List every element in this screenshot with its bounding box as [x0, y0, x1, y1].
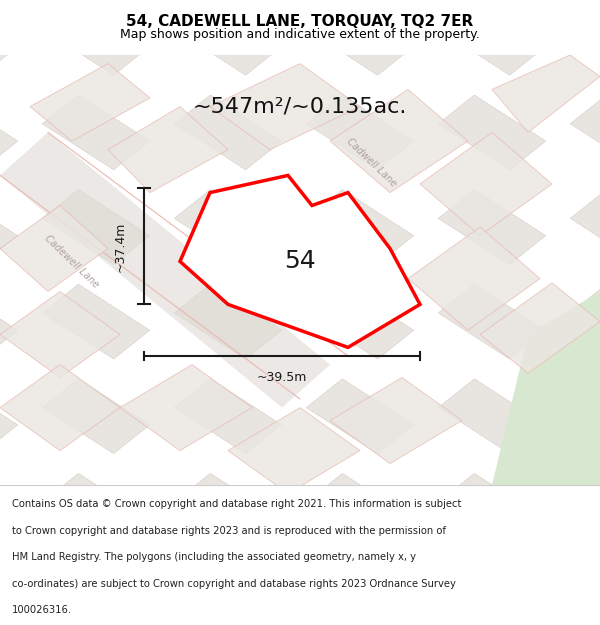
Text: ~39.5m: ~39.5m	[257, 371, 307, 384]
Polygon shape	[0, 1, 18, 75]
Polygon shape	[438, 95, 546, 170]
Polygon shape	[228, 408, 360, 494]
Polygon shape	[438, 189, 546, 264]
Text: to Crown copyright and database rights 2023 and is reproduced with the permissio: to Crown copyright and database rights 2…	[12, 526, 446, 536]
Polygon shape	[330, 378, 462, 464]
Polygon shape	[306, 568, 414, 625]
Polygon shape	[480, 283, 600, 373]
Polygon shape	[42, 1, 150, 75]
Polygon shape	[174, 189, 282, 264]
Polygon shape	[420, 132, 552, 236]
Polygon shape	[492, 55, 600, 132]
Polygon shape	[438, 284, 546, 359]
Polygon shape	[0, 568, 18, 625]
Polygon shape	[492, 291, 600, 485]
Polygon shape	[306, 284, 414, 359]
Polygon shape	[174, 284, 282, 359]
Polygon shape	[42, 189, 150, 264]
Polygon shape	[0, 206, 108, 291]
Polygon shape	[0, 379, 18, 454]
Text: 100026316.: 100026316.	[12, 606, 72, 616]
Polygon shape	[210, 64, 360, 149]
Polygon shape	[0, 364, 120, 451]
Polygon shape	[570, 568, 600, 625]
Polygon shape	[570, 473, 600, 548]
Polygon shape	[174, 95, 282, 170]
Polygon shape	[174, 1, 282, 75]
Text: 54: 54	[284, 249, 316, 273]
Text: Cadewell Lane: Cadewell Lane	[43, 233, 101, 290]
Polygon shape	[0, 284, 18, 359]
Polygon shape	[306, 95, 414, 170]
Text: Map shows position and indicative extent of the property.: Map shows position and indicative extent…	[120, 28, 480, 41]
Polygon shape	[306, 473, 414, 548]
Polygon shape	[0, 473, 18, 548]
Polygon shape	[0, 132, 330, 408]
Polygon shape	[438, 568, 546, 625]
Text: 54, CADEWELL LANE, TORQUAY, TQ2 7ER: 54, CADEWELL LANE, TORQUAY, TQ2 7ER	[127, 14, 473, 29]
Polygon shape	[570, 1, 600, 75]
Polygon shape	[120, 364, 252, 451]
Polygon shape	[42, 284, 150, 359]
Polygon shape	[174, 379, 282, 454]
Polygon shape	[42, 95, 150, 170]
Polygon shape	[174, 473, 282, 548]
Polygon shape	[570, 379, 600, 454]
Polygon shape	[42, 379, 150, 454]
Polygon shape	[438, 473, 546, 548]
Polygon shape	[306, 379, 414, 454]
Text: ~37.4m: ~37.4m	[113, 221, 127, 271]
Polygon shape	[0, 189, 18, 264]
Text: Cadwell Lane: Cadwell Lane	[345, 136, 399, 189]
Polygon shape	[408, 227, 540, 330]
Text: ~547m²/~0.135ac.: ~547m²/~0.135ac.	[193, 97, 407, 117]
Polygon shape	[42, 473, 150, 548]
Polygon shape	[0, 95, 18, 170]
Polygon shape	[570, 284, 600, 359]
Polygon shape	[0, 291, 120, 378]
Polygon shape	[306, 1, 414, 75]
Polygon shape	[108, 107, 228, 192]
Text: Contains OS data © Crown copyright and database right 2021. This information is : Contains OS data © Crown copyright and d…	[12, 499, 461, 509]
Polygon shape	[42, 568, 150, 625]
Polygon shape	[438, 379, 546, 454]
Polygon shape	[330, 89, 468, 192]
Polygon shape	[570, 189, 600, 264]
Polygon shape	[306, 189, 414, 264]
Polygon shape	[180, 176, 420, 348]
Text: HM Land Registry. The polygons (including the associated geometry, namely x, y: HM Land Registry. The polygons (includin…	[12, 552, 416, 562]
Polygon shape	[30, 64, 150, 141]
Polygon shape	[438, 1, 546, 75]
Text: co-ordinates) are subject to Crown copyright and database rights 2023 Ordnance S: co-ordinates) are subject to Crown copyr…	[12, 579, 456, 589]
Polygon shape	[174, 568, 282, 625]
Polygon shape	[570, 95, 600, 170]
